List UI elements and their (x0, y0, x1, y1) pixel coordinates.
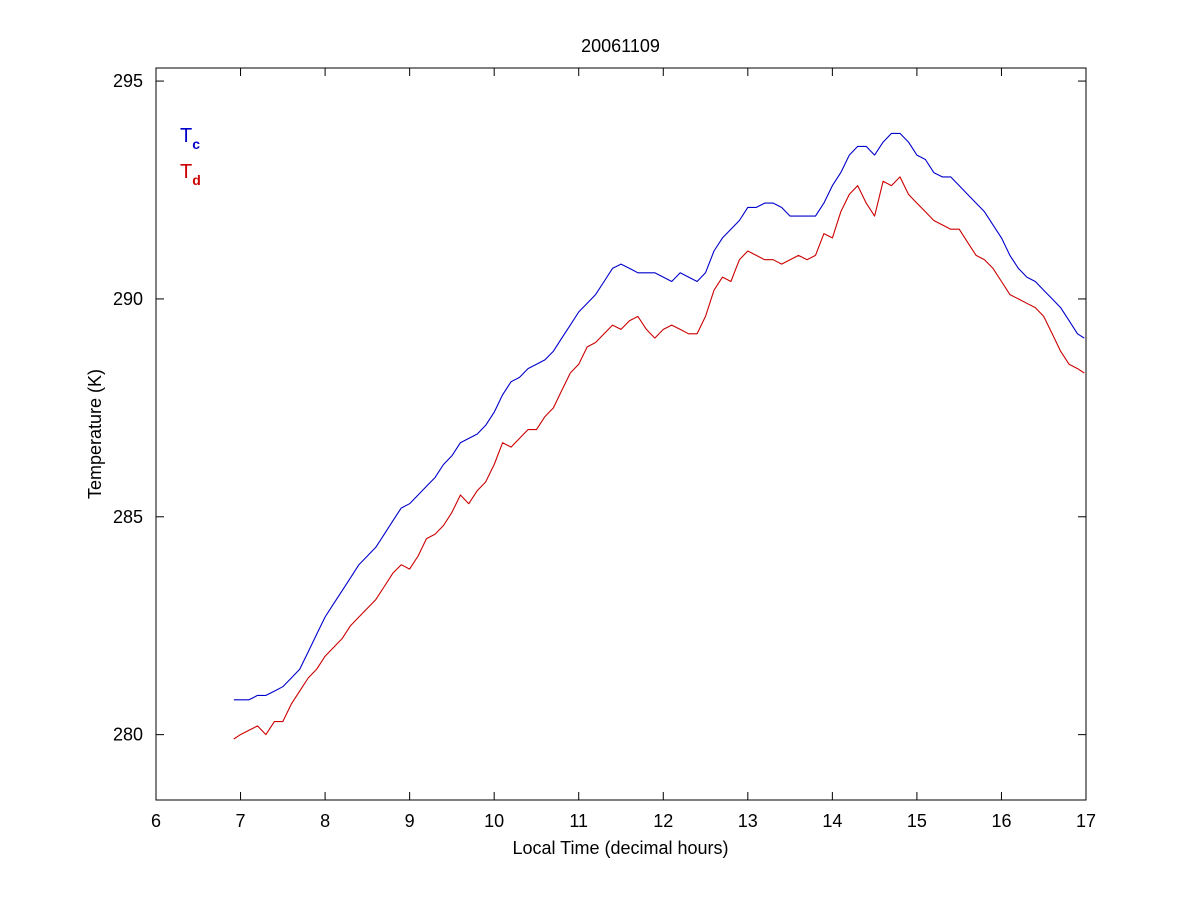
x-axis-label: Local Time (decimal hours) (512, 838, 728, 858)
x-tick-label: 11 (569, 811, 588, 831)
y-axis-ticks: 280 285 290 295 (113, 71, 1086, 745)
x-tick-label: 12 (653, 811, 673, 831)
x-tick-label: 9 (405, 811, 415, 831)
legend-base-tc: T (180, 125, 192, 147)
x-tick-label: 15 (907, 811, 927, 831)
legend-entry-tc: Tc (180, 125, 200, 152)
legend-subscript-td: d (192, 172, 201, 188)
chart-title: 20061109 (581, 36, 660, 56)
series-line-tc (233, 132, 1085, 701)
x-tick-label: 16 (991, 811, 1011, 831)
legend: Tc Td (180, 125, 201, 188)
x-tick-label: 6 (151, 811, 161, 831)
x-tick-label: 10 (484, 811, 504, 831)
legend-subscript-tc: c (192, 136, 200, 152)
x-tick-label: 14 (822, 811, 842, 831)
series-layer (233, 132, 1085, 740)
plot-area-frame (155, 67, 1087, 801)
series-line-td (233, 176, 1085, 740)
y-tick-label: 280 (113, 725, 143, 745)
y-axis-label: Temperature (K) (85, 369, 105, 499)
y-tick-label: 290 (113, 289, 143, 309)
y-tick-label: 285 (113, 507, 143, 527)
y-tick-label: 295 (113, 71, 143, 91)
legend-entry-td: Td (180, 161, 201, 188)
x-axis-ticks: 6 7 8 9 10 11 12 13 14 15 16 17 (151, 68, 1096, 831)
x-tick-label: 17 (1076, 811, 1096, 831)
x-tick-label: 8 (320, 811, 330, 831)
x-tick-label: 13 (738, 811, 758, 831)
x-tick-label: 7 (236, 811, 246, 831)
legend-base-td: T (180, 161, 192, 183)
